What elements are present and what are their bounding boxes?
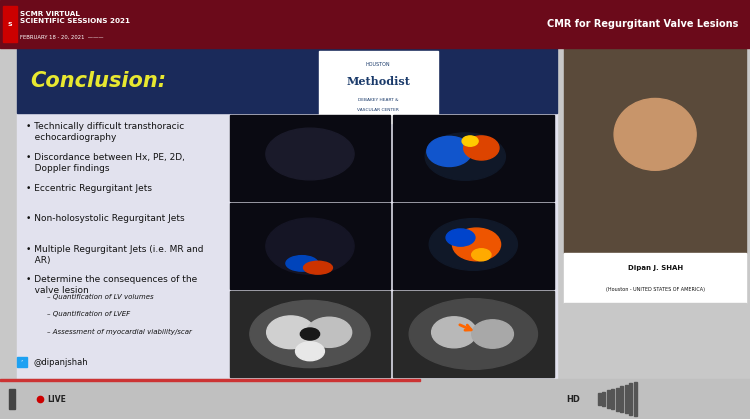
- Text: LIVE: LIVE: [47, 395, 66, 403]
- Bar: [629, 383, 632, 415]
- Bar: [602, 392, 605, 406]
- Ellipse shape: [266, 128, 354, 180]
- Ellipse shape: [266, 218, 354, 274]
- Text: SCMR VIRTUAL
SCIENTIFIC SESSIONS 2021: SCMR VIRTUAL SCIENTIFIC SESSIONS 2021: [20, 10, 130, 24]
- Text: Dipan J. SHAH: Dipan J. SHAH: [628, 265, 682, 272]
- Ellipse shape: [452, 228, 500, 261]
- Bar: [564, 303, 746, 379]
- Text: S: S: [8, 22, 12, 26]
- Bar: [625, 385, 628, 414]
- Text: Conclusion:: Conclusion:: [30, 71, 166, 91]
- Bar: [616, 388, 619, 411]
- Ellipse shape: [462, 136, 478, 146]
- Text: • Discordance between Hx, PE, 2D,
   Doppler findings: • Discordance between Hx, PE, 2D, Dopple…: [26, 153, 185, 173]
- Text: CMR for Regurgitant Valve Lesions: CMR for Regurgitant Valve Lesions: [548, 19, 739, 29]
- Bar: [393, 115, 554, 202]
- Ellipse shape: [286, 256, 318, 271]
- Ellipse shape: [300, 328, 320, 340]
- Bar: [620, 386, 623, 412]
- Text: ’: ’: [21, 360, 22, 365]
- Bar: [0, 0, 750, 48]
- Ellipse shape: [427, 136, 472, 166]
- Bar: [607, 391, 610, 408]
- Bar: [0, 379, 750, 419]
- Text: @dipanjshah: @dipanjshah: [33, 358, 88, 367]
- Bar: [16, 48, 556, 379]
- Text: – Quantification of LV volumes: – Quantification of LV volumes: [47, 294, 154, 300]
- Text: • Eccentric Regurgitant Jets: • Eccentric Regurgitant Jets: [26, 184, 152, 192]
- Bar: [16, 48, 556, 113]
- Ellipse shape: [307, 317, 352, 347]
- Ellipse shape: [296, 342, 325, 361]
- Bar: [3, 6, 16, 42]
- Ellipse shape: [432, 317, 476, 348]
- Text: VASCULAR CENTER: VASCULAR CENTER: [357, 108, 399, 112]
- Ellipse shape: [425, 133, 506, 180]
- Ellipse shape: [464, 136, 499, 160]
- Bar: [393, 203, 554, 289]
- Ellipse shape: [267, 316, 315, 349]
- Bar: [598, 393, 601, 405]
- Bar: [230, 291, 390, 377]
- Text: FEBRUARY 18 - 20, 2021  ———: FEBRUARY 18 - 20, 2021 ———: [20, 34, 103, 39]
- Bar: [230, 115, 390, 202]
- Ellipse shape: [614, 98, 696, 170]
- Text: • Multiple Regurgitant Jets (i.e. MR and
   AR): • Multiple Regurgitant Jets (i.e. MR and…: [26, 245, 204, 265]
- Bar: [564, 253, 746, 303]
- Ellipse shape: [446, 229, 475, 246]
- Bar: [611, 389, 614, 409]
- Bar: [634, 382, 637, 416]
- Ellipse shape: [472, 320, 514, 348]
- Text: DEBAKEY HEART &: DEBAKEY HEART &: [358, 98, 398, 102]
- Ellipse shape: [429, 219, 518, 270]
- Text: HOUSTON: HOUSTON: [366, 62, 391, 67]
- Text: Methodist: Methodist: [346, 76, 410, 87]
- Text: • Technically difficult transthoracic
   echocardiography: • Technically difficult transthoracic ec…: [26, 122, 184, 142]
- Bar: [9, 389, 15, 409]
- Text: • Determine the consequences of the
   valve lesion: • Determine the consequences of the valv…: [26, 275, 197, 295]
- Ellipse shape: [472, 249, 491, 261]
- Bar: [230, 203, 390, 289]
- Ellipse shape: [410, 299, 538, 369]
- Ellipse shape: [304, 261, 332, 274]
- Bar: [319, 52, 438, 123]
- Text: – Quantification of LVEF: – Quantification of LVEF: [47, 311, 130, 317]
- Text: • Non-holosystolic Regurgitant Jets: • Non-holosystolic Regurgitant Jets: [26, 214, 184, 223]
- Text: (Houston - UNITED STATES OF AMERICA): (Houston - UNITED STATES OF AMERICA): [606, 287, 705, 292]
- Ellipse shape: [250, 300, 370, 367]
- Bar: [0, 379, 420, 381]
- Bar: [564, 48, 746, 253]
- Text: – Assessment of myocardial viability/scar: – Assessment of myocardial viability/sca…: [47, 329, 192, 335]
- Bar: [393, 291, 554, 377]
- Text: HD: HD: [566, 395, 580, 403]
